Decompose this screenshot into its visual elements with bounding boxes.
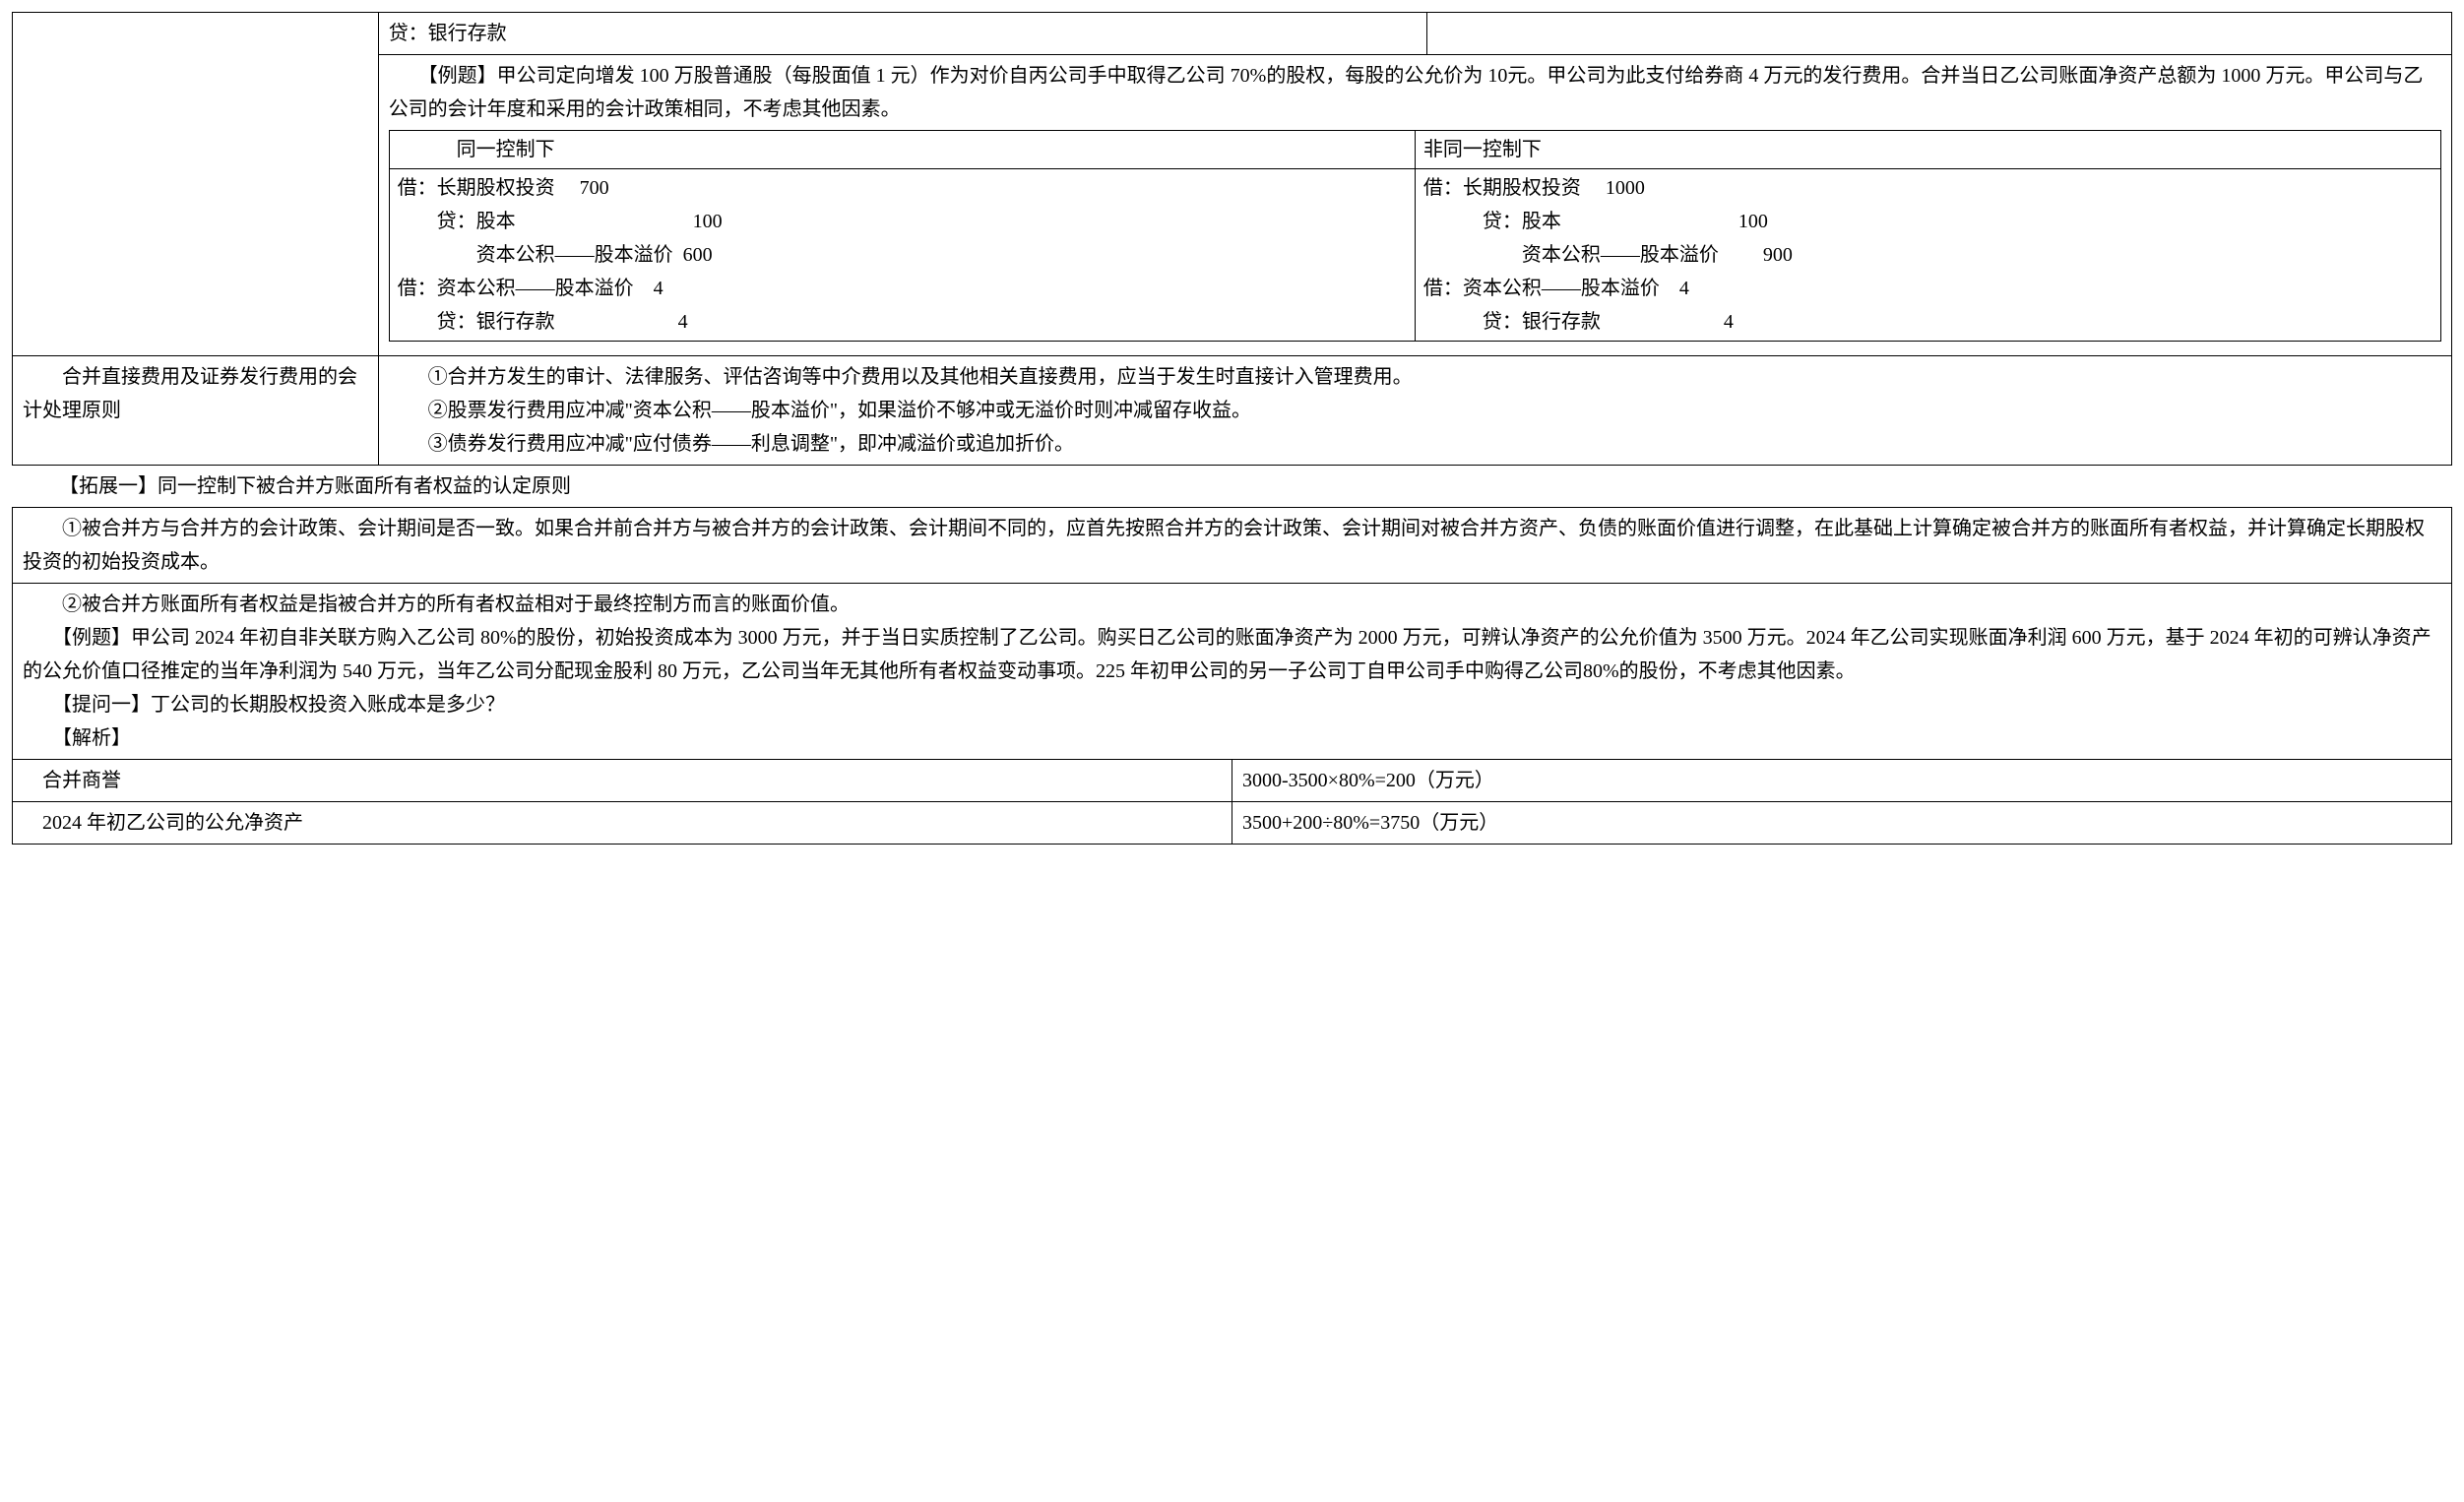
- example-paragraph: 【例题】甲公司定向增发 100 万股普通股（每股面值 1 元）作为对价自丙公司手…: [389, 59, 2441, 126]
- inner-left-entries: 借：长期股权投资 700 贷：股本 100 资本公积——股本溢价 600 借：资…: [389, 169, 1415, 342]
- calc-fairvalue-value: 3500+200÷80%=3750（万元）: [1232, 802, 2452, 845]
- ext1-text: ①被合并方与合并方的会计政策、会计期间是否一致。如果合并前合并方与被合并方的会计…: [23, 512, 2441, 579]
- example-cell: 【例题】甲公司定向增发 100 万股普通股（每股面值 1 元）作为对价自丙公司手…: [378, 55, 2451, 356]
- table-row: 合并商誉 3000-3500×80%=200（万元）: [13, 760, 2452, 802]
- entries-not-same-control: 借：长期股权投资 1000 贷：股本 100 资本公积——股本溢价 900 借：…: [1423, 171, 2432, 339]
- principles-content: ①合并方发生的审计、法律服务、评估咨询等中介费用以及其他相关直接费用，应当于发生…: [378, 356, 2451, 466]
- principles-text: ①合并方发生的审计、法律服务、评估咨询等中介费用以及其他相关直接费用，应当于发生…: [389, 360, 2441, 461]
- principles-label-text: 合并直接费用及证券发行费用的会计处理原则: [23, 360, 368, 427]
- credit-text: 贷：银行存款: [389, 23, 507, 44]
- extension-title: 【拓展一】同一控制下被合并方账面所有者权益的认定原则: [12, 466, 2452, 507]
- ext1-cell: ①被合并方与合并方的会计政策、会计期间是否一致。如果合并前合并方与被合并方的会计…: [13, 508, 2452, 584]
- credit-cell: 贷：银行存款: [378, 13, 1427, 55]
- inner-header-same-control: 同一控制下: [389, 131, 1415, 169]
- inner-comparison-table: 同一控制下 非同一控制下 借：长期股权投资 700 贷：股本 100 资本公积—…: [389, 130, 2441, 342]
- blank-cell: [1427, 13, 2452, 55]
- table-row: 贷：银行存款: [13, 13, 2452, 55]
- entries-same-control: 借：长期股权投资 700 贷：股本 100 资本公积——股本溢价 600 借：资…: [398, 171, 1407, 339]
- ext2-answer-label: 【解析】: [23, 721, 2441, 755]
- table-row: 2024 年初乙公司的公允净资产 3500+200÷80%=3750（万元）: [13, 802, 2452, 845]
- main-table: 贷：银行存款 【例题】甲公司定向增发 100 万股普通股（每股面值 1 元）作为…: [12, 12, 2452, 466]
- left-col-blank: [13, 13, 379, 356]
- table-row: 借：长期股权投资 700 贷：股本 100 资本公积——股本溢价 600 借：资…: [389, 169, 2440, 342]
- table-row: ②被合并方账面所有者权益是指被合并方的所有者权益相对于最终控制方而言的账面价值。…: [13, 584, 2452, 760]
- table-row: 同一控制下 非同一控制下: [389, 131, 2440, 169]
- ext2-example: 【例题】甲公司 2024 年初自非关联方购入乙公司 80%的股份，初始投资成本为…: [23, 621, 2441, 688]
- ext2-cell: ②被合并方账面所有者权益是指被合并方的所有者权益相对于最终控制方而言的账面价值。…: [13, 584, 2452, 760]
- calc-goodwill-value: 3000-3500×80%=200（万元）: [1232, 760, 2452, 802]
- calc-fairvalue-label: 2024 年初乙公司的公允净资产: [13, 802, 1232, 845]
- table-row: ①被合并方与合并方的会计政策、会计期间是否一致。如果合并前合并方与被合并方的会计…: [13, 508, 2452, 584]
- extension-table: ①被合并方与合并方的会计政策、会计期间是否一致。如果合并前合并方与被合并方的会计…: [12, 507, 2452, 845]
- ext2-question: 【提问一】丁公司的长期股权投资入账成本是多少？: [23, 688, 2441, 721]
- principles-label: 合并直接费用及证券发行费用的会计处理原则: [13, 356, 379, 466]
- table-row: 【例题】甲公司定向增发 100 万股普通股（每股面值 1 元）作为对价自丙公司手…: [13, 55, 2452, 356]
- calc-goodwill-label: 合并商誉: [13, 760, 1232, 802]
- inner-right-entries: 借：长期股权投资 1000 贷：股本 100 资本公积——股本溢价 900 借：…: [1415, 169, 2440, 342]
- table-row: 合并直接费用及证券发行费用的会计处理原则 ①合并方发生的审计、法律服务、评估咨询…: [13, 356, 2452, 466]
- inner-header-not-same-control: 非同一控制下: [1415, 131, 2440, 169]
- ext2-para1: ②被合并方账面所有者权益是指被合并方的所有者权益相对于最终控制方而言的账面价值。: [23, 588, 2441, 621]
